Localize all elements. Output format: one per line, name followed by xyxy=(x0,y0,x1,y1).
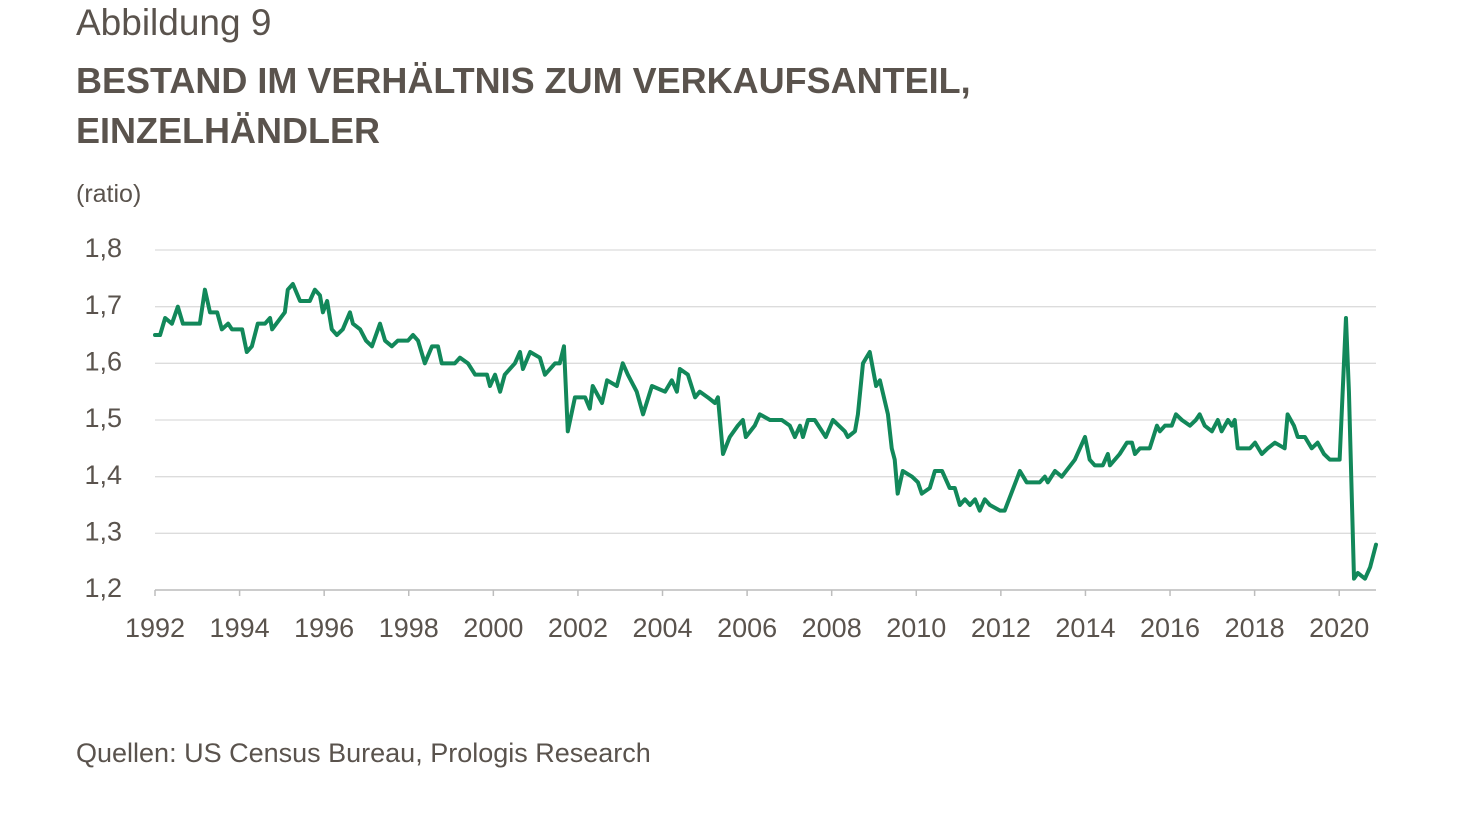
x-tick-label: 2018 xyxy=(1225,613,1285,643)
x-tick-label: 1992 xyxy=(125,613,185,643)
chart-title: BESTAND IM VERHÄLTNIS ZUM VERKAUFSANTEIL… xyxy=(76,60,971,151)
y-tick-label: 1,5 xyxy=(84,403,122,433)
x-tick-label: 2002 xyxy=(548,613,608,643)
x-tick-label: 2006 xyxy=(717,613,777,643)
x-tick-label: 2020 xyxy=(1309,613,1369,643)
data-line xyxy=(153,282,1378,581)
x-tick-label: 2004 xyxy=(632,613,692,643)
y-axis-label: (ratio) xyxy=(76,180,142,208)
x-tick-label: 2010 xyxy=(886,613,946,643)
supertitle: Abbildung 9 xyxy=(76,2,272,43)
x-tick-label: 2014 xyxy=(1055,613,1115,643)
x-tick-label: 2000 xyxy=(463,613,523,643)
x-tick-label: 2016 xyxy=(1140,613,1200,643)
x-tick-label: 2008 xyxy=(802,613,862,643)
y-tick-label: 1,8 xyxy=(84,233,122,263)
source: Quellen: US Census Bureau, Prologis Rese… xyxy=(76,738,651,768)
x-tick-label: 1998 xyxy=(379,613,439,643)
y-tick-label: 1,6 xyxy=(84,346,122,376)
y-tick-label: 1,4 xyxy=(84,460,122,490)
x-tick-label: 1996 xyxy=(294,613,354,643)
x-tick-label: 2012 xyxy=(971,613,1031,643)
y-tick-label: 1,7 xyxy=(84,290,122,320)
x-tick-label: 1994 xyxy=(210,613,270,643)
y-tick-label: 1,2 xyxy=(84,573,122,603)
y-tick-label: 1,3 xyxy=(84,516,122,546)
